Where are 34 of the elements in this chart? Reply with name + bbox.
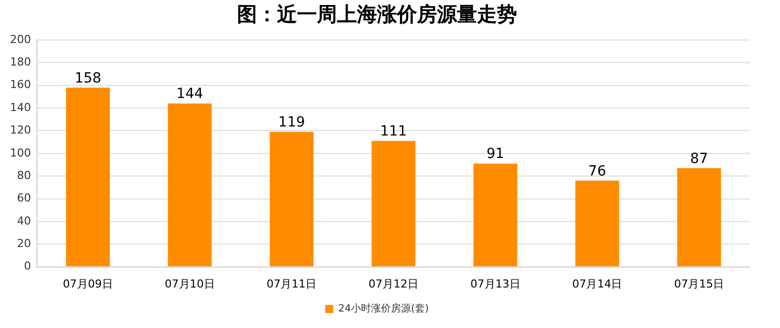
x-tick-label: 07月15日 [674,277,724,290]
y-tick-label: 60 [16,192,31,205]
y-tick-label: 20 [16,236,31,250]
y-tick-label: 0 [24,260,31,273]
bar [270,132,314,266]
bar [372,140,416,266]
x-tick-label: 07月09日 [62,277,113,290]
data-label: 76 [588,163,606,180]
bar [168,104,212,266]
data-label: 111 [380,124,407,140]
data-label: 119 [278,114,306,130]
data-label: 144 [176,86,204,102]
data-label: 87 [690,150,708,167]
y-tick-label: 100 [10,146,31,160]
y-tick-label: 160 [10,78,31,92]
y-tick-label: 120 [10,124,31,137]
bar [66,88,110,266]
bar [677,168,721,266]
x-tick-label: 07月12日 [368,277,418,290]
y-tick-label: 200 [10,32,31,46]
y-tick-label: 40 [16,214,31,228]
x-tick-label: 07月13日 [470,277,520,290]
chart-title: 图：近一周上海涨价房源量走势 [237,2,517,26]
data-label: 91 [486,146,504,162]
bar [575,180,620,266]
x-tick-label: 07月11日 [266,277,317,290]
legend-label: 24小时涨价房源(套) [338,302,429,315]
x-tick-label: 07月10日 [164,277,215,290]
data-label: 158 [74,70,102,86]
y-tick-label: 180 [10,56,31,69]
y-tick-label: 80 [16,168,31,182]
y-tick-label: 140 [10,100,31,114]
bar [473,164,518,266]
x-tick-label: 07月14日 [572,277,622,290]
